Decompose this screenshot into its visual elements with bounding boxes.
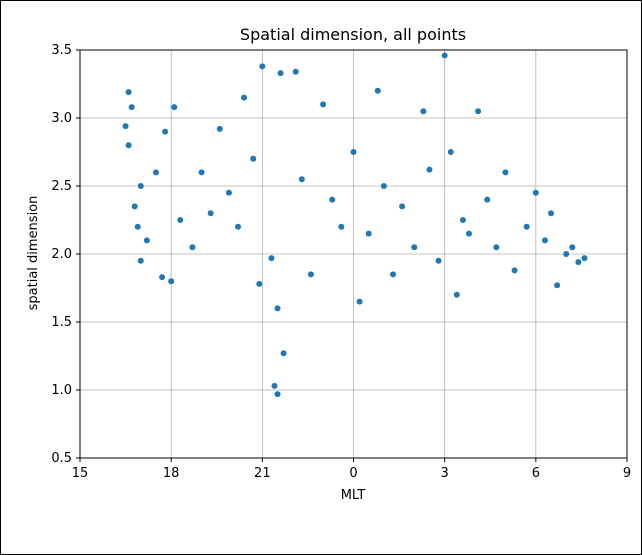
data-point (137, 183, 144, 189)
x-tick-label: 18 (163, 466, 180, 481)
data-point (307, 271, 314, 278)
data-point (581, 255, 588, 262)
data-point (134, 223, 141, 230)
data-point (420, 108, 427, 115)
data-point (548, 210, 555, 217)
data-point (131, 203, 138, 210)
x-axis-label: MLT (341, 488, 366, 503)
y-axis-label: spatial dimension (26, 196, 41, 311)
data-point (320, 101, 327, 108)
x-tick-label: 6 (532, 466, 540, 481)
data-point (241, 94, 248, 101)
y-axis-ticks: 0.5 1.0 1.5 2.0 2.5 3.0 3.5 (51, 43, 80, 466)
data-points (122, 52, 588, 398)
y-tick-label: 3.0 (51, 111, 72, 126)
data-point (329, 196, 336, 203)
data-point (271, 382, 278, 389)
data-point (365, 230, 372, 237)
data-point (374, 87, 381, 94)
data-point (125, 142, 132, 149)
data-point (162, 128, 169, 135)
x-tick-label: 15 (72, 466, 89, 481)
x-tick-label: 21 (254, 466, 271, 481)
x-tick-label: 0 (349, 466, 357, 481)
data-point (399, 203, 406, 210)
data-point (484, 196, 491, 203)
data-point (189, 244, 196, 251)
data-point (532, 189, 539, 196)
data-point (171, 104, 178, 111)
x-tick-label: 9 (623, 466, 631, 481)
data-point (128, 104, 135, 111)
data-point (563, 251, 570, 257)
data-point (268, 255, 275, 262)
data-point (453, 291, 460, 298)
data-point (125, 89, 132, 96)
data-point (459, 217, 466, 223)
chart-title: Spatial dimension, all points (240, 25, 466, 44)
data-point (250, 155, 257, 162)
data-point (569, 244, 576, 251)
grid-lines (79, 49, 628, 459)
data-point (143, 237, 150, 244)
data-point (356, 298, 363, 305)
y-tick-label: 2.5 (51, 179, 72, 194)
data-point (338, 223, 345, 230)
y-tick-label: 1.5 (51, 315, 72, 330)
data-point (152, 169, 159, 176)
data-point (274, 391, 281, 398)
data-point (447, 149, 454, 155)
data-point (441, 52, 448, 59)
data-point (523, 223, 530, 230)
data-point (207, 210, 214, 217)
data-point (298, 176, 305, 183)
data-point (122, 123, 129, 130)
data-point (277, 70, 284, 77)
y-tick-label: 3.5 (51, 43, 72, 58)
data-point (554, 282, 561, 289)
y-tick-label: 2.0 (51, 247, 72, 262)
x-tick-label: 3 (441, 466, 449, 481)
data-point (493, 244, 500, 251)
data-point (575, 259, 582, 266)
data-point (159, 274, 166, 281)
data-point (411, 244, 418, 251)
data-point (168, 278, 175, 285)
data-point (541, 237, 548, 244)
data-point (475, 108, 482, 115)
data-point (280, 350, 287, 357)
data-point (216, 125, 223, 132)
data-point (137, 257, 144, 264)
y-tick-label: 1.0 (51, 383, 72, 398)
data-point (390, 271, 397, 278)
x-axis-ticks: 15 18 21 0 3 6 9 (72, 458, 631, 481)
data-point (380, 183, 387, 189)
data-point (426, 166, 433, 173)
data-point (292, 68, 299, 75)
data-point (350, 149, 357, 155)
data-point (511, 267, 518, 274)
data-point (225, 189, 232, 196)
data-point (198, 169, 205, 176)
y-tick-label: 0.5 (51, 451, 72, 466)
data-point (502, 169, 509, 176)
data-point (256, 280, 263, 287)
data-point (465, 230, 472, 237)
data-point (177, 217, 184, 223)
data-point (259, 63, 266, 70)
data-point (435, 257, 442, 264)
data-point (235, 223, 242, 230)
data-point (274, 305, 281, 312)
